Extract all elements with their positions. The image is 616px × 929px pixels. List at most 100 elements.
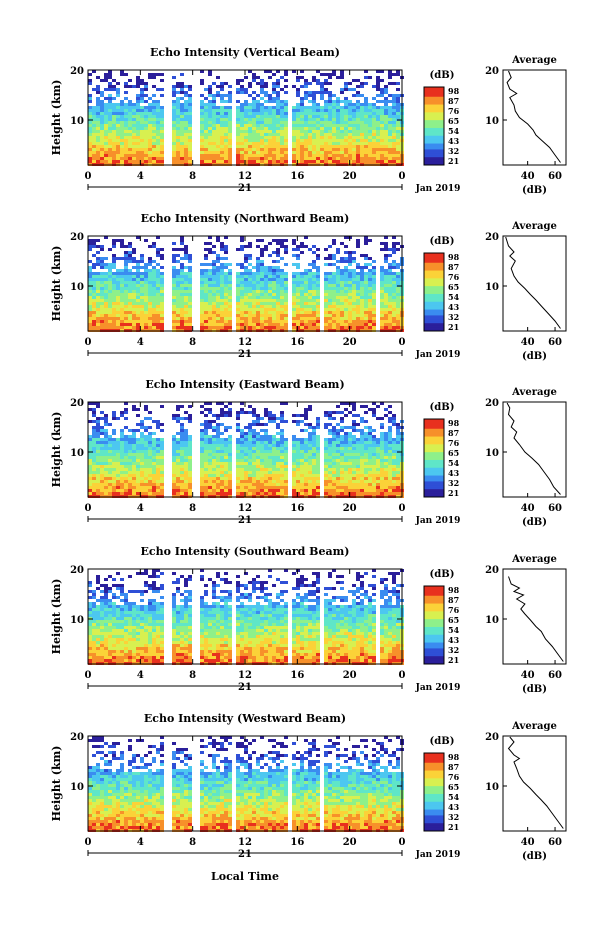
heatmap-cell: [276, 139, 280, 142]
heatmap-cell: [240, 160, 244, 163]
heatmap-cell: [348, 263, 352, 266]
heatmap-cell: [372, 278, 376, 281]
heatmap-cell: [376, 106, 380, 109]
heatmap-cell: [236, 142, 240, 145]
heatmap-cell: [184, 480, 188, 483]
heatmap-cell: [112, 121, 116, 124]
heatmap-cell: [356, 281, 360, 284]
heatmap-cell: [320, 148, 324, 151]
heatmap-cell: [392, 112, 396, 115]
heatmap-cell: [124, 278, 128, 281]
heatmap-cell: [220, 299, 224, 302]
heatmap-cell: [276, 154, 280, 157]
heatmap-cell: [252, 308, 256, 311]
heatmap-cell: [92, 492, 96, 495]
heatmap-cell: [188, 290, 192, 293]
heatmap-cell: [276, 305, 280, 308]
heatmap-cell: [372, 115, 376, 118]
heatmap-cell: [392, 142, 396, 145]
avg-x-label: (dB): [522, 185, 547, 196]
heatmap-cell: [216, 314, 220, 317]
heatmap-cell: [272, 486, 276, 489]
heatmap-cell: [360, 308, 364, 311]
heatmap-cell: [176, 281, 180, 284]
heatmap-cell: [100, 112, 104, 115]
heatmap-cell: [180, 287, 184, 290]
heatmap-cell: [380, 91, 384, 94]
heatmap-cell: [328, 323, 332, 326]
heatmap-cell: [308, 118, 312, 121]
heatmap-cell: [140, 486, 144, 489]
panel-title: Echo Intensity (Vertical Beam): [150, 46, 340, 59]
heatmap-cell: [176, 130, 180, 133]
heatmap-cell: [176, 471, 180, 474]
heatmap-cell: [96, 130, 100, 133]
heatmap-cell: [128, 118, 132, 121]
heatmap-cell: [224, 483, 228, 486]
heatmap-cell: [88, 94, 92, 97]
heatmap-cell: [156, 160, 160, 163]
heatmap-cell: [124, 85, 128, 88]
heatmap-cell: [292, 308, 296, 311]
colorbar-segment: [424, 133, 444, 137]
heatmap-cell: [188, 160, 192, 163]
heatmap-cell: [324, 284, 328, 287]
heatmap-cell: [228, 121, 232, 124]
heatmap-cell: [92, 290, 96, 293]
heatmap-cell: [176, 314, 180, 317]
heatmap-cell: [308, 272, 312, 275]
heatmap-cell: [156, 73, 160, 76]
heatmap-cell: [388, 100, 392, 103]
heatmap-cell: [88, 462, 92, 465]
heatmap-cell: [200, 411, 204, 414]
heatmap-cell: [256, 305, 260, 308]
heatmap-cell: [124, 157, 128, 160]
heatmap-cell: [348, 311, 352, 314]
heatmap-cell: [228, 142, 232, 145]
heatmap-cell: [256, 148, 260, 151]
heatmap-cell: [296, 91, 300, 94]
heatmap-cell: [108, 85, 112, 88]
heatmap-cell: [140, 118, 144, 121]
heatmap-cell: [392, 133, 396, 136]
heatmap-cell: [120, 429, 124, 432]
heatmap-cell: [260, 305, 264, 308]
heatmap-cell: [344, 326, 348, 329]
heatmap-cell: [240, 450, 244, 453]
heatmap-cell: [292, 248, 296, 251]
heatmap-cell: [208, 444, 212, 447]
heatmap-cell: [260, 248, 264, 251]
heatmap-cell: [160, 142, 164, 145]
heatmap-cell: [132, 474, 136, 477]
heatmap-cell: [324, 124, 328, 127]
heatmap-cell: [348, 88, 352, 91]
heatmap-cell: [172, 100, 176, 103]
heatmap-cell: [312, 251, 316, 254]
heatmap-cell: [368, 139, 372, 142]
heatmap-cell: [124, 275, 128, 278]
heatmap-cell: [236, 305, 240, 308]
heatmap-cell: [216, 426, 220, 429]
heatmap-cell: [120, 106, 124, 109]
heatmap-cell: [364, 275, 368, 278]
heatmap-cell: [272, 118, 276, 121]
heatmap-cell: [148, 483, 152, 486]
heatmap-cell: [332, 136, 336, 139]
heatmap-cell: [304, 85, 308, 88]
heatmap-cell: [208, 492, 212, 495]
heatmap-cell: [396, 115, 400, 118]
heatmap-cell: [216, 311, 220, 314]
heatmap-cell: [152, 157, 156, 160]
heatmap-cell: [348, 275, 352, 278]
heatmap-cell: [124, 459, 128, 462]
heatmap-cell: [148, 160, 152, 163]
heatmap-cell: [336, 290, 340, 293]
heatmap-cell: [340, 305, 344, 308]
heatmap-cell: [216, 444, 220, 447]
heatmap-cell: [120, 257, 124, 260]
heatmap-cell: [316, 106, 320, 109]
heatmap-cell: [216, 414, 220, 417]
heatmap-cell: [172, 136, 176, 139]
heatmap-cell: [360, 142, 364, 145]
heatmap-cell: [356, 154, 360, 157]
